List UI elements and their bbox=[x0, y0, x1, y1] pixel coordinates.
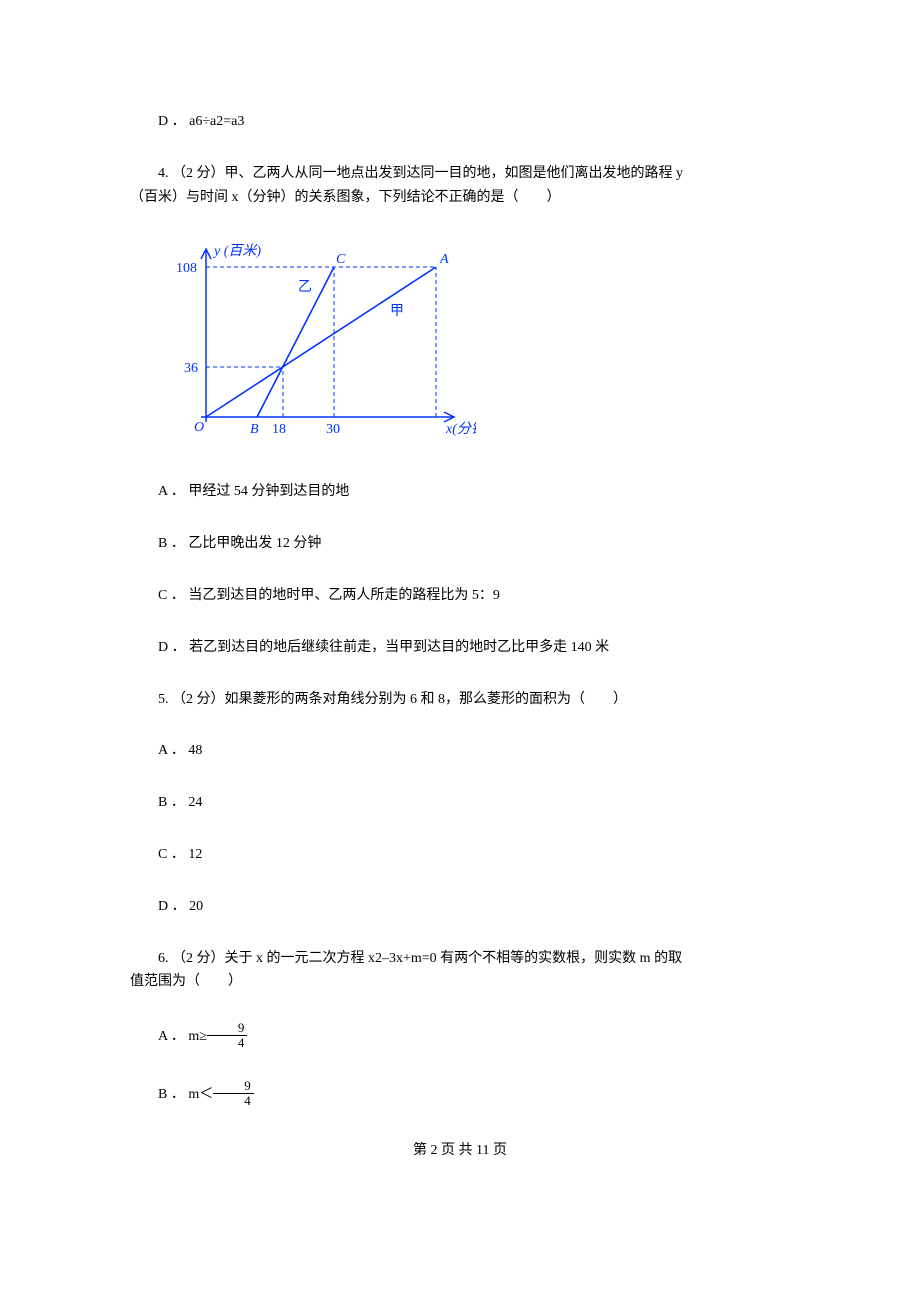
q4-option-b: B ． 乙比甲晚出发 12 分钟 bbox=[130, 532, 790, 556]
q4-option-d: D ． 若乙到达目的地后继续往前走，当甲到达目的地时乙比甲多走 140 米 bbox=[130, 636, 790, 660]
q5-option-d: D ． 20 bbox=[130, 895, 790, 919]
chart-label-jia: 甲 bbox=[390, 304, 404, 319]
chart-origin: O bbox=[194, 420, 204, 435]
q5-option-c: C ． 12 bbox=[130, 843, 790, 867]
q3-option-d: D ． a6÷a2=a3 bbox=[130, 110, 790, 134]
q4-stem-line2: （百米）与时间 x（分钟）的关系图象，下列结论不正确的是（ ） bbox=[130, 186, 790, 210]
chart-xtick-30: 30 bbox=[326, 422, 340, 437]
q4-option-a: A ． 甲经过 54 分钟到达目的地 bbox=[130, 480, 790, 504]
q6-option-a: A ． m≥94 bbox=[130, 1022, 790, 1052]
q6-option-a-prefix: A ． m≥ bbox=[158, 1029, 207, 1044]
chart-svg: y (百米) x(分钟) O 108 36 B 18 30 C A 乙 甲 bbox=[176, 237, 476, 447]
chart-xtick-18: 18 bbox=[272, 422, 286, 437]
q5-stem: 5. （2 分）如果菱形的两条对角线分别为 6 和 8，那么菱形的面积为（ ） bbox=[130, 688, 790, 712]
page-container: D ． a6÷a2=a3 4. （2 分）甲、乙两人从同一地点出发到达同一目的地… bbox=[0, 0, 920, 1199]
chart-point-A: A bbox=[439, 252, 449, 267]
q4-option-c: C ． 当乙到达目的地时甲、乙两人所走的路程比为 5：9 bbox=[130, 584, 790, 608]
q6-stem-line2: 值范围为（ ） bbox=[130, 970, 790, 994]
q5-option-b: B ． 24 bbox=[130, 791, 790, 815]
q4-chart: y (百米) x(分钟) O 108 36 B 18 30 C A 乙 甲 bbox=[176, 237, 790, 452]
chart-xtick-B: B bbox=[250, 422, 259, 437]
chart-point-C: C bbox=[336, 252, 346, 267]
q6-stem-line1: 6. （2 分）关于 x 的一元二次方程 x2–3x+m=0 有两个不相等的实数… bbox=[130, 947, 790, 971]
chart-x-label: x(分钟) bbox=[445, 421, 476, 437]
q6-option-b-prefix: B ． m＜ bbox=[158, 1087, 213, 1102]
chart-ytick-36: 36 bbox=[184, 361, 198, 376]
chart-y-label: y (百米) bbox=[212, 243, 261, 259]
chart-label-yi: 乙 bbox=[298, 279, 312, 295]
q4-stem-line1: 4. （2 分）甲、乙两人从同一地点出发到达同一目的地，如图是他们离出发地的路程… bbox=[130, 162, 790, 186]
fraction-9-4-a: 94 bbox=[207, 1021, 248, 1051]
q5-option-a: A ． 48 bbox=[130, 739, 790, 763]
fraction-9-4-b: 94 bbox=[213, 1079, 254, 1109]
chart-ytick-108: 108 bbox=[176, 261, 197, 276]
q6-option-b: B ． m＜94 bbox=[130, 1080, 790, 1110]
page-footer: 第 2 页 共 11 页 bbox=[130, 1139, 790, 1159]
